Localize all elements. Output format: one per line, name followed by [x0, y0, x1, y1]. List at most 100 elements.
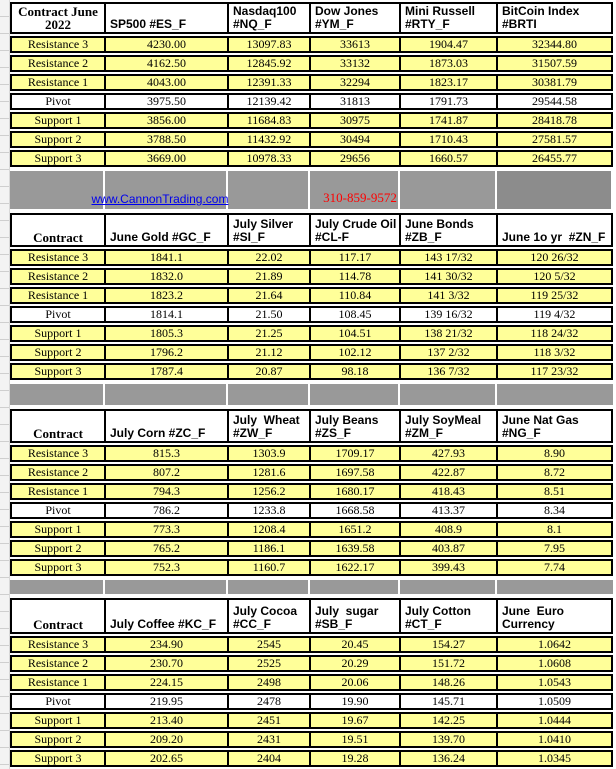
band-cell — [228, 580, 310, 594]
column-header-cell: June Bonds #ZB_F — [400, 213, 497, 247]
value-cell: 151.72 — [400, 655, 497, 672]
row-label-cell: Support 3 — [10, 363, 105, 380]
value-cell: 234.90 — [105, 636, 228, 653]
table-row: Resistance 2 230.70 2525 20.29 151.72 1.0608 — [10, 655, 613, 672]
softs-euro-pivot-table: Contract July Coffee #KC_F July Cocoa #CC_… — [10, 596, 613, 769]
value-cell: 30381.79 — [497, 74, 613, 91]
value-cell: 11684.83 — [228, 112, 310, 129]
table-row: Pivot 3975.50 12139.42 31813 1791.73 29544.58 — [10, 93, 613, 110]
value-cell: 1832.0 — [105, 268, 228, 285]
value-cell: 1668.58 — [310, 502, 400, 519]
row-label-cell: Resistance 3 — [10, 249, 105, 266]
row-label-cell: Support 1 — [10, 112, 105, 129]
cannon-trading-link[interactable]: www.CannonTrading.com — [91, 192, 229, 206]
column-header-cell: Mini Russell #RTY_F — [400, 2, 497, 34]
column-header-cell: July sugar #SB_F — [310, 598, 400, 634]
value-cell: 2451 — [228, 712, 310, 729]
value-cell: 1660.57 — [400, 150, 497, 167]
table-row: Support 2 1796.2 21.12 102.12 137 2/32 118 3/… — [10, 344, 613, 361]
band-cell — [228, 384, 310, 405]
value-cell: 1841.1 — [105, 249, 228, 266]
value-cell: 20.06 — [310, 674, 400, 691]
value-cell: 1.0509 — [497, 693, 613, 710]
sheet-area: Contract June 2022 SP500 #ES_F Nasdaq100 #… — [10, 0, 613, 769]
table-row: Resistance 3 4230.00 13097.83 33613 1904.47 3… — [10, 36, 613, 53]
band-cell — [105, 171, 228, 209]
table-row: Resistance 1 794.3 1256.2 1680.17 418.43 8.51 — [10, 483, 613, 500]
value-cell: 139 16/32 — [400, 306, 497, 323]
value-cell: 794.3 — [105, 483, 228, 500]
value-cell: 2431 — [228, 731, 310, 748]
value-cell: 10978.33 — [228, 150, 310, 167]
table-row: Support 1 3856.00 11684.83 30975 1741.87 2841… — [10, 112, 613, 129]
row-label-cell: Resistance 1 — [10, 74, 105, 91]
value-cell: 104.51 — [310, 325, 400, 342]
row-label-cell: Resistance 3 — [10, 445, 105, 462]
value-cell: 21.25 — [228, 325, 310, 342]
value-cell: 21.64 — [228, 287, 310, 304]
value-cell: 98.18 — [310, 363, 400, 380]
row-label-cell: Support 3 — [10, 750, 105, 767]
value-cell: 3975.50 — [105, 93, 228, 110]
table-row: Resistance 3 815.3 1303.9 1709.17 427.93 8.90 — [10, 445, 613, 462]
header-row: Contract June Gold #GC_F July Silver #SI_F… — [10, 213, 613, 247]
value-cell: 120 5/32 — [497, 268, 613, 285]
band-cell — [497, 171, 613, 209]
value-cell: 1.0444 — [497, 712, 613, 729]
column-header-cell: July SoyMeal #ZM_F — [400, 409, 497, 443]
value-cell: 154.27 — [400, 636, 497, 653]
value-cell: 8.90 — [497, 445, 613, 462]
table-row: Pivot 786.2 1233.8 1668.58 413.37 8.34 — [10, 502, 613, 519]
value-cell: 29544.58 — [497, 93, 613, 110]
value-cell: 427.93 — [400, 445, 497, 462]
value-cell: 19.67 — [310, 712, 400, 729]
value-cell: 8.34 — [497, 502, 613, 519]
band-cell — [228, 171, 310, 209]
value-cell: 1651.2 — [310, 521, 400, 538]
column-header-cell: Nasdaq100 #NQ_F — [228, 2, 310, 34]
table-row: Support 1 773.3 1208.4 1651.2 408.9 8.1 — [10, 521, 613, 538]
band-cell — [310, 384, 400, 405]
row-label-cell: Resistance 1 — [10, 674, 105, 691]
column-header-cell: June Euro Currency — [497, 598, 613, 634]
grains-natgas-pivot-table: Contract July Corn #ZC_F July Wheat #ZW_F J… — [10, 407, 613, 578]
value-cell: 2498 — [228, 674, 310, 691]
value-cell: 230.70 — [105, 655, 228, 672]
value-cell: 1.0345 — [497, 750, 613, 767]
value-cell: 1796.2 — [105, 344, 228, 361]
column-header-cell: July Corn #ZC_F — [105, 409, 228, 443]
value-cell: 1303.9 — [228, 445, 310, 462]
value-cell: 1208.4 — [228, 521, 310, 538]
value-cell: 422.87 — [400, 464, 497, 481]
band-cell — [310, 171, 400, 209]
value-cell: 1697.58 — [310, 464, 400, 481]
column-header-cell: July Cotton #CT_F — [400, 598, 497, 634]
row-label-cell: Resistance 2 — [10, 464, 105, 481]
row-label-cell: Support 2 — [10, 731, 105, 748]
value-cell: 148.26 — [400, 674, 497, 691]
row-label-cell: Resistance 2 — [10, 655, 105, 672]
table-row: Resistance 2 807.2 1281.6 1697.58 422.87 8.72 — [10, 464, 613, 481]
value-cell: 1.0608 — [497, 655, 613, 672]
contract-header-cell: Contract — [10, 213, 105, 247]
table-row: Resistance 3 1841.1 22.02 117.17 143 17/32 12… — [10, 249, 613, 266]
table-row: Support 2 209.20 2431 19.51 139.70 1.0410 — [10, 731, 613, 748]
row-label-cell: Support 2 — [10, 540, 105, 557]
value-cell: 33132 — [310, 55, 400, 72]
value-cell: 1814.1 — [105, 306, 228, 323]
separator-band-contact: www.CannonTrading.com 310-859-9572 — [10, 171, 613, 209]
value-cell: 136 7/32 — [400, 363, 497, 380]
band-cell — [400, 580, 497, 594]
value-cell: 3788.50 — [105, 131, 228, 148]
value-cell: 3856.00 — [105, 112, 228, 129]
value-cell: 773.3 — [105, 521, 228, 538]
value-cell: 786.2 — [105, 502, 228, 519]
band-cell — [497, 384, 613, 405]
value-cell: 8.72 — [497, 464, 613, 481]
value-cell: 13097.83 — [228, 36, 310, 53]
value-cell: 2545 — [228, 636, 310, 653]
table-row: Resistance 2 1832.0 21.89 114.78 141 30/32 12… — [10, 268, 613, 285]
header-row: Contract July Corn #ZC_F July Wheat #ZW_F J… — [10, 409, 613, 443]
table-row: Resistance 1 224.15 2498 20.06 148.26 1.0543 — [10, 674, 613, 691]
